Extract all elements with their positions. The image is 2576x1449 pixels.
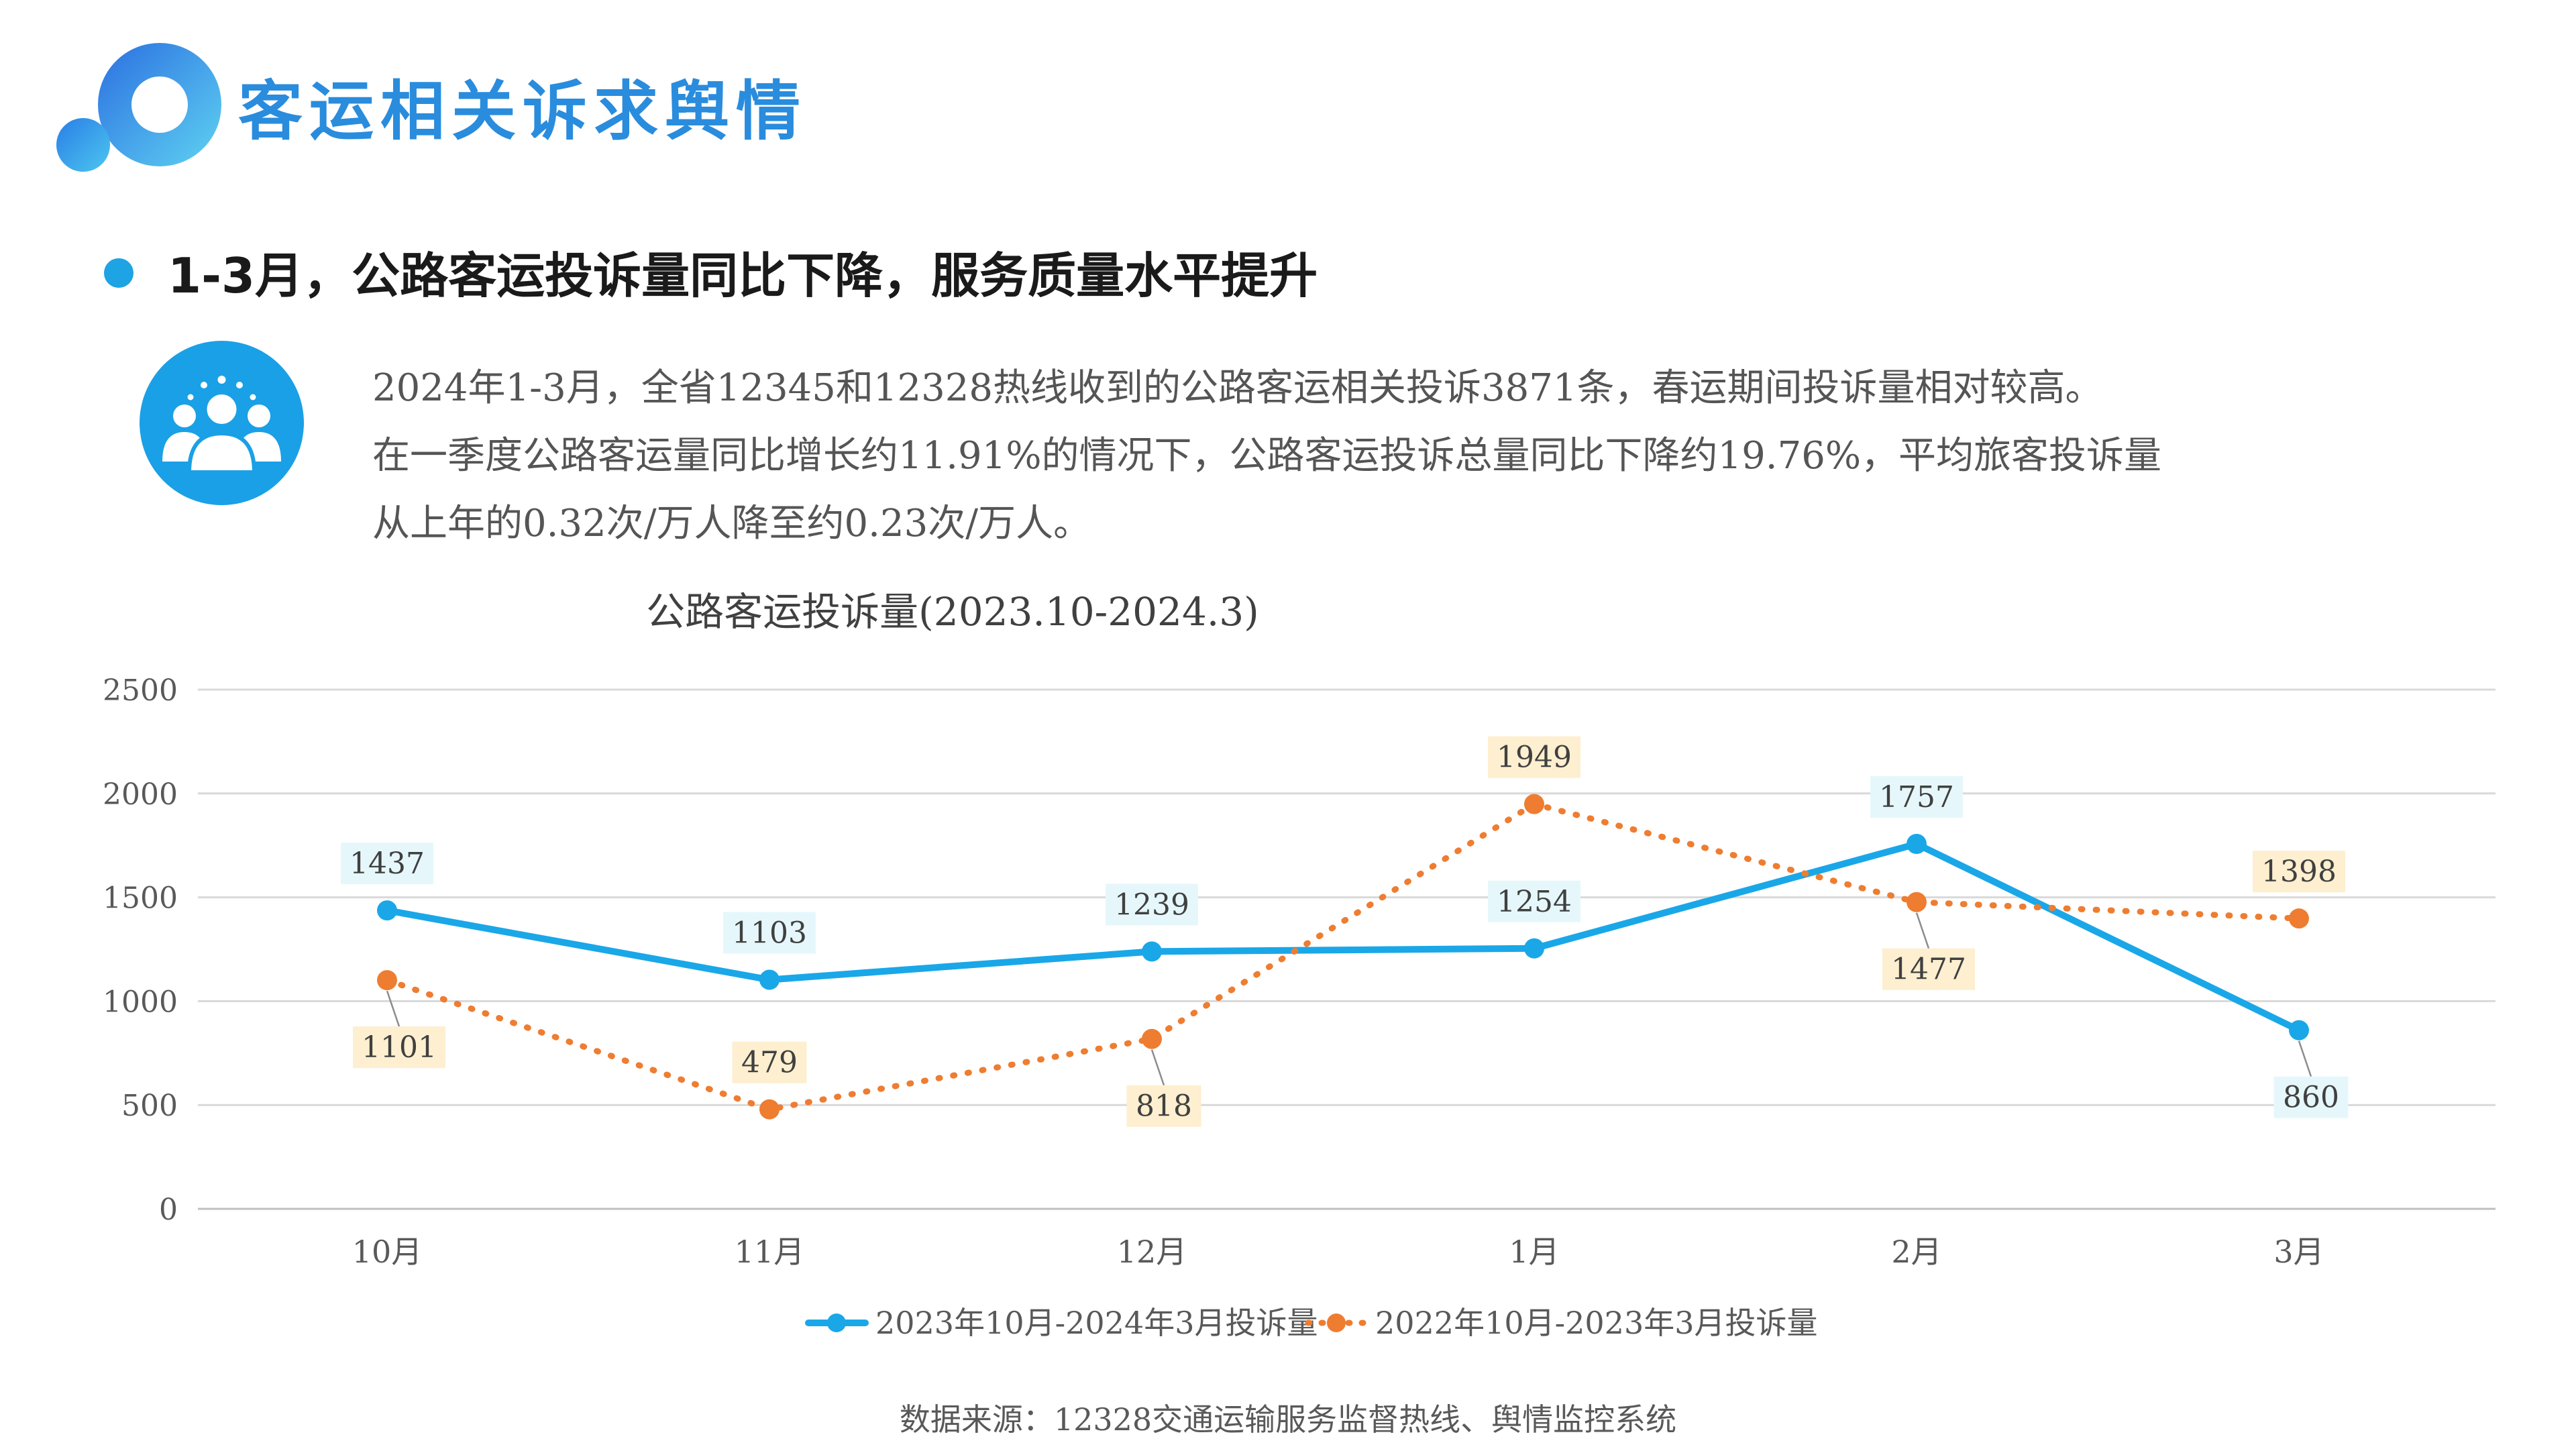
x-tick-label: 1月 [1509, 1234, 1559, 1270]
data-point [377, 970, 397, 991]
data-label: 1254 [1497, 885, 1572, 919]
x-tick-label: 11月 [735, 1234, 805, 1270]
data-label: 1477 [1891, 953, 1966, 987]
label-leader-line [1150, 1049, 1165, 1086]
bullet-dot [104, 258, 133, 288]
summary-line: 从上年的0.32次/万人降至约0.23次/万人。 [372, 502, 1091, 545]
people-group-icon [140, 341, 304, 505]
y-tick-label: 1000 [103, 985, 178, 1019]
series-line [384, 801, 2302, 1113]
complaint-line-chart: 公路客运投诉量(2023.10-2024.3) 0 500 1000 1500 2000… [103, 589, 2496, 1341]
data-point [1524, 938, 1544, 959]
data-point [1907, 892, 1927, 912]
y-tick-label: 500 [121, 1089, 178, 1123]
data-point [1142, 941, 1162, 962]
x-tick-label: 10月 [352, 1234, 423, 1270]
data-label-box [341, 843, 433, 885]
data-label: 479 [741, 1046, 798, 1080]
data-label-box [353, 1026, 445, 1069]
data-label-box [1882, 948, 1975, 990]
data-label: 1103 [732, 916, 807, 951]
data-point [2289, 1020, 2309, 1040]
data-label: 1398 [2261, 855, 2337, 889]
data-point [2289, 908, 2309, 929]
data-point [377, 900, 397, 921]
data-source: 数据来源：12328交通运输服务监督热线、舆情监控系统 [899, 1401, 1677, 1438]
y-tick-label: 2000 [103, 777, 178, 812]
y-tick-label: 2500 [103, 674, 178, 708]
data-label-box [723, 912, 816, 954]
y-tick-label: 0 [159, 1193, 178, 1227]
x-tick-label: 3月 [2273, 1234, 2324, 1270]
label-leader-line [2298, 1040, 2312, 1077]
data-label: 1101 [362, 1030, 437, 1065]
summary-text: 2024年1-3月，全省12345和12328热线收到的公路客运相关投诉3871… [372, 354, 2485, 557]
data-label-box [732, 1041, 807, 1083]
data-label-box [2253, 851, 2345, 893]
legend-swatch-marker [827, 1313, 846, 1332]
data-label: 1437 [350, 847, 425, 881]
data-label: 818 [1136, 1089, 1192, 1124]
data-label-box [1488, 736, 1580, 778]
data-point [1907, 834, 1927, 855]
data-label-box [1126, 1085, 1201, 1127]
data-label-box [1870, 776, 1963, 818]
data-label-box [2273, 1076, 2349, 1118]
section-heading: 1-3月，公路客运投诉量同比下降，服务质量水平提升 [168, 248, 1318, 304]
summary-line: 2024年1-3月，全省12345和12328热线收到的公路客运相关投诉3871… [372, 366, 2103, 410]
data-point [1142, 1028, 1162, 1049]
x-tick-label: 12月 [1117, 1234, 1187, 1270]
legend-entry: 2022年10月-2023年3月投诉量 [1375, 1305, 1817, 1341]
data-point [759, 969, 780, 990]
data-label: 860 [2283, 1081, 2339, 1115]
page-title: 客运相关诉求舆情 [238, 74, 807, 149]
y-tick-label: 1500 [103, 881, 178, 916]
brand-logo-icon [56, 43, 221, 172]
data-label-box [1106, 883, 1198, 926]
label-leader-line [1915, 912, 1930, 949]
data-point [1524, 794, 1544, 814]
legend-swatch-marker [1327, 1313, 1346, 1332]
data-point [759, 1099, 780, 1120]
data-label-box [1488, 880, 1580, 922]
data-label: 1239 [1114, 888, 1189, 922]
data-label: 1757 [1879, 780, 1954, 814]
summary-line: 在一季度公路客运量同比增长约11.91%的情况下，公路客运投诉总量同比下降约19… [372, 434, 2162, 478]
label-leader-line [386, 990, 400, 1027]
data-label: 1949 [1497, 741, 1572, 775]
chart-title: 公路客运投诉量(2023.10-2024.3) [646, 589, 1259, 635]
legend-entry: 2023年10月-2024年3月投诉量 [875, 1305, 1318, 1341]
series-line [384, 841, 2302, 1034]
x-tick-label: 2月 [1891, 1234, 1941, 1270]
